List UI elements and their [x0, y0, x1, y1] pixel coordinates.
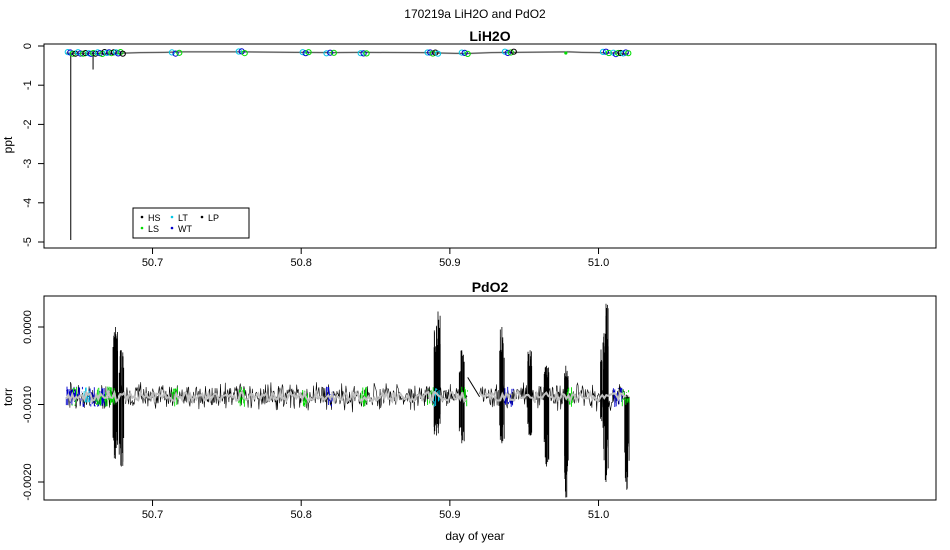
lih2o-marker [605, 49, 613, 57]
lih2o-ylabel: ppt [1, 136, 15, 153]
lih2o-title: LiH2O [469, 28, 510, 44]
lih2o-marker [625, 50, 632, 57]
lih2o-legend: HS LT LP LS WT [132, 207, 250, 239]
pdo2-y-tick-label: -0.0020 [22, 463, 34, 500]
pdo2-burst [435, 311, 441, 428]
lih2o-marker [464, 50, 471, 58]
lih2o-marker [363, 50, 370, 57]
pdo2-gap-link [467, 377, 481, 398]
figure-suptitle: 170219a LiH2O and PdO2 [404, 7, 546, 21]
lih2o-x-tick-label: 50.8 [290, 257, 311, 269]
lih2o-marker [323, 50, 330, 57]
lih2o-plot-layer [64, 48, 632, 241]
lih2o-marker [235, 48, 242, 55]
lih2o-axes-layer: 50.7 50.8 50.9 51.0 0 -1 -2 -3 -4 -5 [22, 43, 609, 269]
lih2o-marker [599, 48, 607, 56]
pdo2-y-tick-label: -0.0010 [22, 386, 34, 423]
lih2o-marker [327, 49, 334, 56]
lih2o-y-tick-label: -3 [22, 159, 34, 169]
legend-label: HS [148, 213, 161, 223]
lih2o-marker [458, 49, 465, 56]
lih2o-marker [119, 50, 126, 57]
legend-label: LP [208, 213, 219, 223]
lih2o-marker [357, 50, 364, 57]
lih2o-marker [299, 49, 306, 56]
panel-lih2o: LiH2O ppt 50.7 50.8 50.9 51.0 0 -1 -2 -3 -4 -5 HS… [1, 28, 937, 269]
lih2o-y-tick-label: 0 [22, 43, 34, 49]
pdo2-burst [564, 365, 569, 498]
pdo2-plot-layer [65, 303, 630, 498]
lih2o-marker [330, 49, 337, 56]
pdo2-color-segment [621, 389, 630, 407]
pdo2-burst [118, 350, 125, 467]
lih2o-marker [176, 49, 183, 56]
legend-entries-layer: HS LT LP LS WT [140, 213, 219, 234]
lih2o-marker [602, 48, 610, 55]
lih2o-y-tick-label: -4 [22, 198, 34, 208]
legend-marker [140, 215, 144, 219]
legend-label: LT [178, 213, 188, 223]
lih2o-marker [241, 50, 248, 57]
lih2o-marker [434, 50, 442, 57]
lih2o-marker [461, 49, 468, 57]
pdo2-x-tick-label: 51.0 [588, 509, 609, 521]
pdo2-title: PdO2 [472, 279, 509, 295]
lih2o-trace-line [66, 51, 629, 54]
lih2o-marker [172, 50, 179, 57]
pdo2-burst [499, 327, 505, 444]
pdo2-x-tick-label: 50.8 [290, 509, 311, 521]
lih2o-marker [238, 48, 245, 55]
pdo2-x-tick-label: 50.9 [439, 509, 460, 521]
pdo2-ylabel: torr [1, 388, 15, 406]
pdo2-burst [603, 303, 609, 482]
lih2o-marker [504, 49, 511, 57]
pdo2-burst [527, 350, 533, 436]
panel-pdo2: PdO2 torr 50.7 50.8 50.9 51.0 0.0000 -0.0010 -… [1, 279, 937, 521]
legend-label: LS [148, 224, 159, 234]
lih2o-marker [302, 50, 309, 57]
legend-marker [170, 226, 174, 230]
legend-marker [200, 215, 204, 219]
pdo2-x-tick-label: 50.7 [142, 509, 163, 521]
lih2o-marker [501, 48, 508, 55]
x-axis-label: day of year [445, 529, 504, 543]
pdo2-burst [624, 396, 630, 490]
pdo2-burst [543, 365, 550, 467]
legend-box [132, 207, 250, 239]
legend-marker [170, 215, 174, 219]
lih2o-x-tick-label: 50.9 [439, 257, 460, 269]
pdo2-y-tick-label: 0.0000 [22, 310, 34, 344]
lih2o-marker [305, 49, 312, 56]
lih2o-y-tick-label: -5 [22, 237, 34, 247]
legend-label: WT [178, 224, 192, 234]
lih2o-marker [507, 49, 514, 56]
lih2o-y-tick-label: -1 [22, 80, 34, 90]
lih2o-x-tick-label: 50.7 [142, 257, 163, 269]
lih2o-marker [360, 50, 367, 57]
legend-marker [140, 226, 144, 230]
pdo2-color-segment [71, 386, 77, 406]
lih2o-y-tick-label: -2 [22, 120, 34, 130]
lih2o-marker [564, 51, 568, 55]
pdo2-grey-smooth [65, 389, 627, 406]
lih2o-frame [43, 43, 937, 249]
lih2o-marker [510, 48, 517, 55]
lih2o-x-tick-label: 51.0 [588, 257, 609, 269]
lih2o-marker [168, 49, 175, 56]
pdo2-frame [43, 295, 937, 501]
lih2o-marker [622, 49, 629, 56]
pdo2-axes-layer: 50.7 50.8 50.9 51.0 0.0000 -0.0010 -0.0020 [22, 310, 609, 521]
